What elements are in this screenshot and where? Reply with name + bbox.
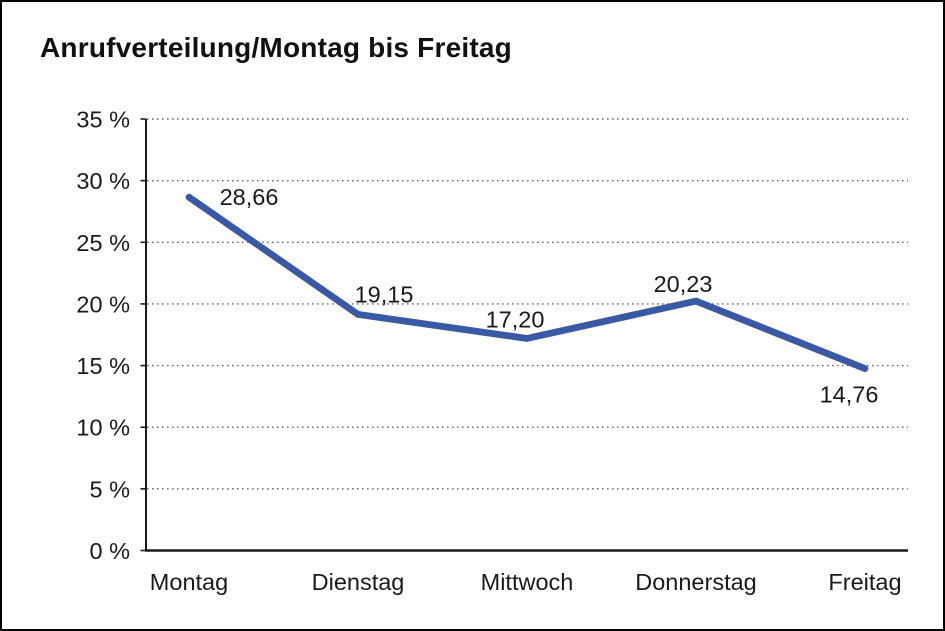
y-tick-label: 15 % bbox=[76, 353, 130, 379]
x-axis-label: Mittwoch bbox=[481, 569, 574, 595]
data-point-label: 19,15 bbox=[355, 281, 414, 307]
y-tick-label: 20 % bbox=[76, 291, 130, 317]
y-tick-label: 25 % bbox=[76, 230, 130, 256]
y-tick-label: 5 % bbox=[90, 476, 131, 502]
y-tick-label: 0 % bbox=[90, 538, 131, 564]
y-tick-label: 10 % bbox=[76, 415, 130, 441]
x-axis-label: Dienstag bbox=[312, 569, 405, 595]
x-axis-label: Donnerstag bbox=[635, 569, 757, 595]
data-line bbox=[185, 193, 869, 372]
data-point-label: 17,20 bbox=[486, 306, 545, 332]
data-point-label: 20,23 bbox=[654, 271, 713, 297]
y-tick-label: 30 % bbox=[76, 168, 130, 194]
x-axis-label: Freitag bbox=[828, 569, 901, 595]
x-axis-label: Montag bbox=[150, 569, 228, 595]
y-tick-label: 35 % bbox=[76, 107, 130, 133]
data-point-label: 14,76 bbox=[820, 382, 879, 408]
data-point-label: 28,66 bbox=[220, 184, 279, 210]
chart-title: Anrufverteilung/Montag bis Freitag bbox=[40, 32, 512, 63]
